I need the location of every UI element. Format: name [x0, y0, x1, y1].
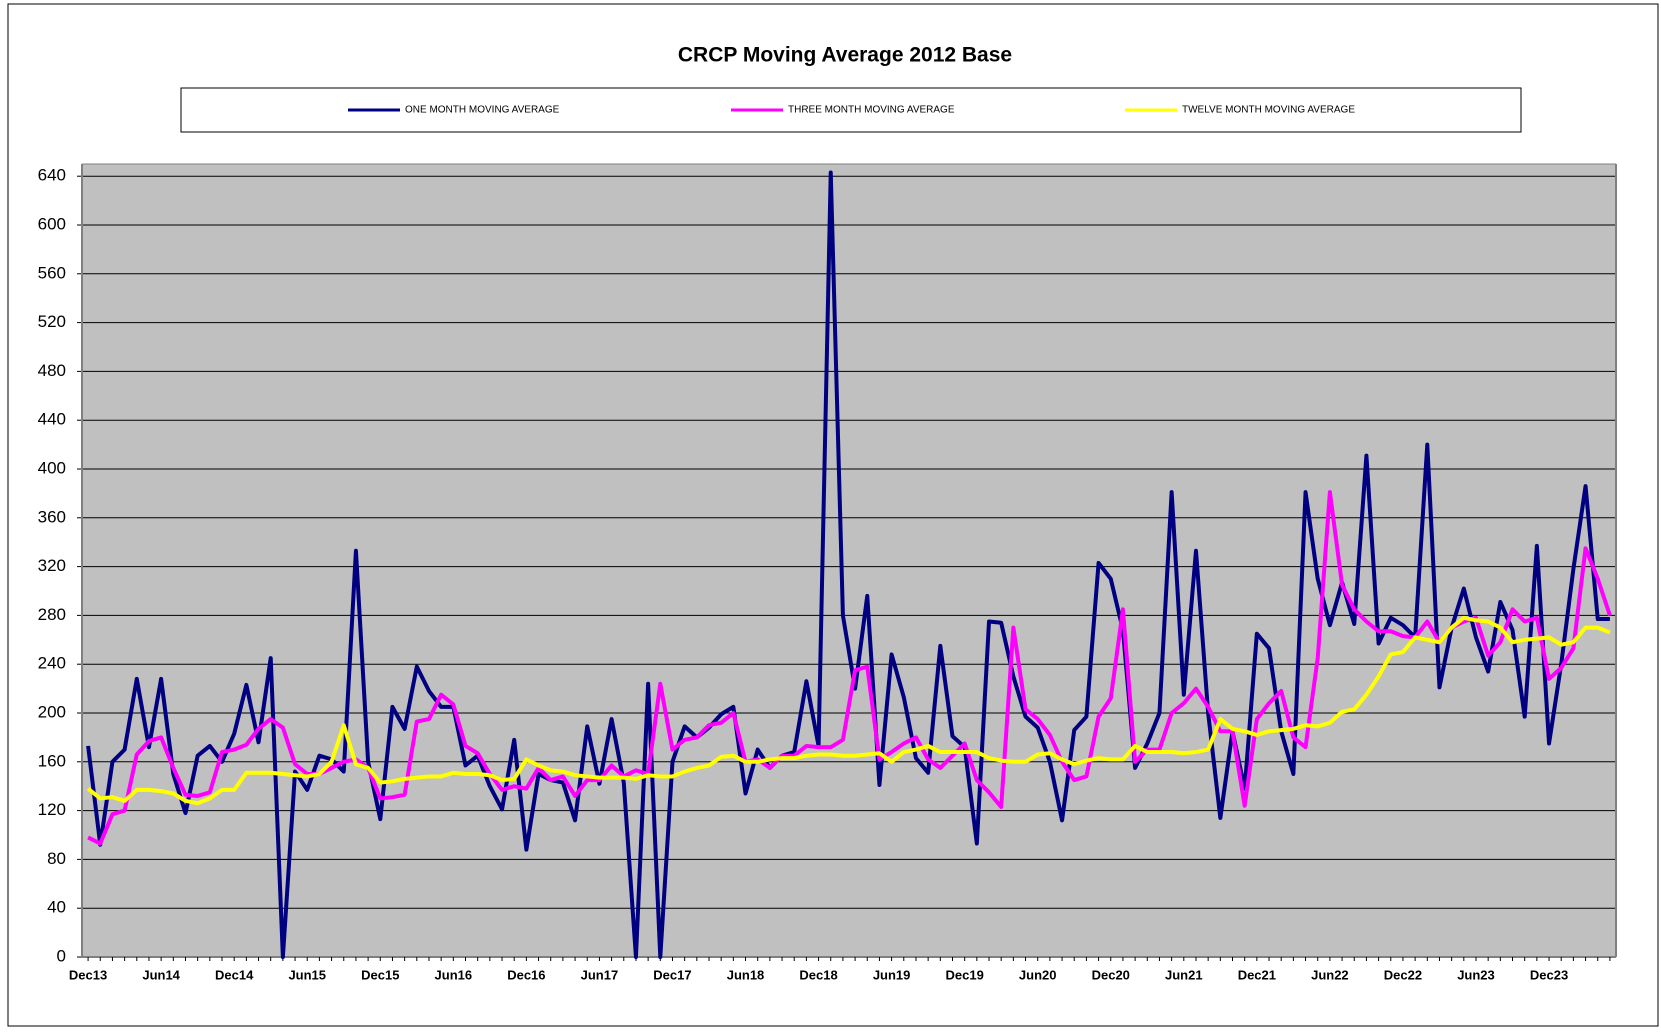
- x-tick-label: Jun14: [142, 967, 180, 982]
- x-tick-label: Dec14: [215, 967, 254, 982]
- x-tick-label: Dec21: [1238, 967, 1276, 982]
- y-tick-label: 440: [38, 410, 66, 429]
- x-tick-label: Jun23: [1457, 967, 1495, 982]
- legend-label: TWELVE MONTH MOVING AVERAGE: [1182, 105, 1355, 116]
- x-tick-label: Jun21: [1165, 967, 1203, 982]
- x-tick-label: Dec16: [507, 967, 545, 982]
- y-tick-label: 480: [38, 361, 66, 380]
- y-tick-label: 160: [38, 751, 66, 770]
- y-tick-label: 280: [38, 605, 66, 624]
- x-tick-label: Jun20: [1019, 967, 1057, 982]
- y-tick-label: 360: [38, 507, 66, 526]
- x-tick-label: Dec17: [653, 967, 691, 982]
- plot-area: [82, 164, 1616, 957]
- x-tick-label: Jun15: [288, 967, 326, 982]
- chart-title: CRCP Moving Average 2012 Base: [678, 44, 1012, 67]
- x-tick-label: Jun16: [435, 967, 473, 982]
- y-tick-label: 320: [38, 556, 66, 575]
- y-tick-label: 120: [38, 800, 66, 819]
- x-tick-label: Dec13: [69, 967, 107, 982]
- x-tick-label: Dec22: [1384, 967, 1422, 982]
- y-tick-label: 40: [47, 898, 66, 917]
- x-tick-label: Dec23: [1530, 967, 1568, 982]
- y-tick-label: 200: [38, 702, 66, 721]
- y-tick-label: 400: [38, 458, 66, 477]
- x-tick-label: Dec19: [946, 967, 984, 982]
- y-tick-label: 560: [38, 263, 66, 282]
- legend-label: ONE MONTH MOVING AVERAGE: [405, 105, 560, 116]
- x-tick-label: Jun17: [581, 967, 619, 982]
- y-tick-label: 240: [38, 654, 66, 673]
- legend: [180, 87, 1522, 133]
- series-line: [86, 615, 1611, 806]
- x-tick-label: Jun22: [1311, 967, 1349, 982]
- y-tick-label: 600: [38, 214, 66, 233]
- y-tick-label: 0: [57, 946, 66, 965]
- y-tick-label: 520: [38, 312, 66, 331]
- x-tick-label: Jun19: [873, 967, 911, 982]
- y-tick-label: 80: [47, 849, 66, 868]
- series-line: [87, 490, 1612, 846]
- x-tick-label: Jun18: [727, 967, 765, 982]
- x-tick-label: Dec20: [1092, 967, 1130, 982]
- x-tick-label: Dec18: [799, 967, 837, 982]
- x-tick-label: Dec15: [361, 967, 399, 982]
- y-tick-label: 640: [38, 166, 66, 185]
- legend-label: THREE MONTH MOVING AVERAGE: [788, 105, 955, 116]
- series-line: [86, 170, 1610, 959]
